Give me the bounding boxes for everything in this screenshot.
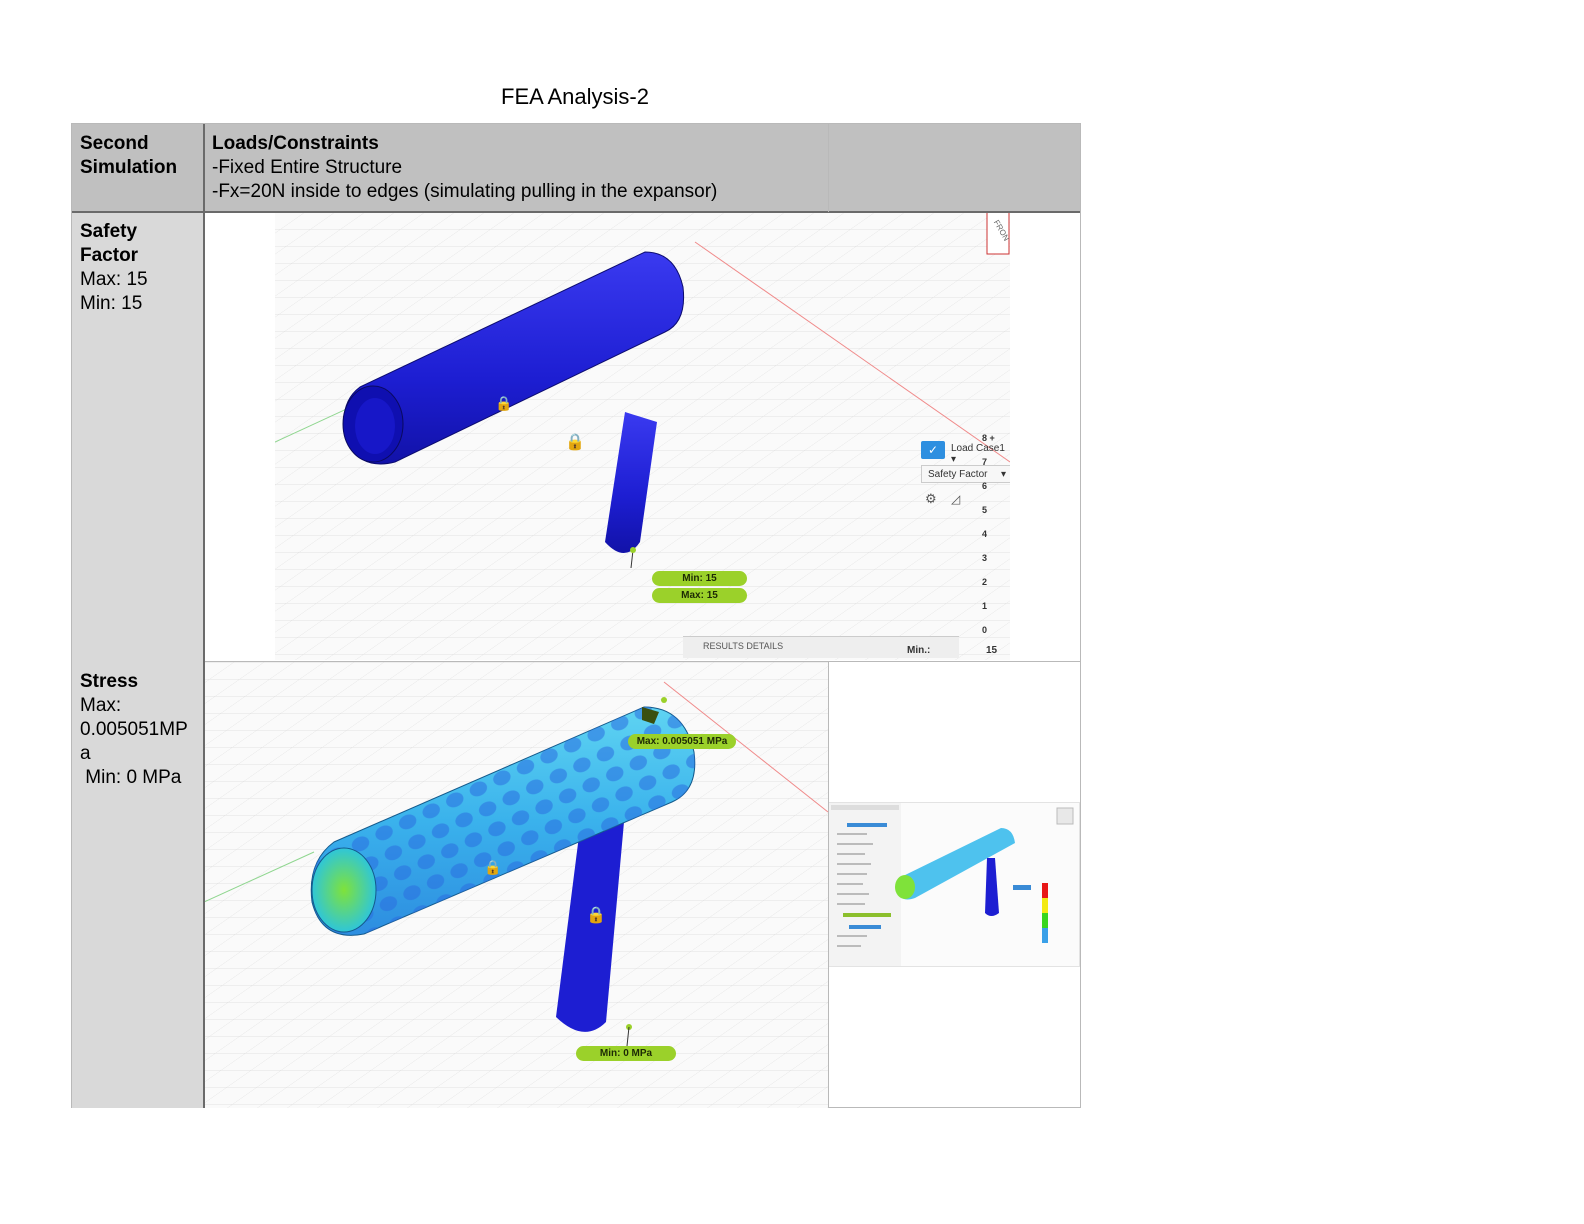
leg-body [556, 812, 624, 1032]
legend-tick: 5 [982, 505, 988, 515]
legend-tick: 4 [982, 529, 988, 539]
stress-label-cell: Stress Max: 0.005051MP a Min: 0 MPa [72, 662, 204, 1108]
result-type-select[interactable]: Safety Factor ▾ [921, 465, 1010, 483]
lock-icon-2: 🔒 [495, 395, 512, 412]
header-divider [72, 211, 1080, 213]
loads-line-2: -Fx=20N inside to edges (simulating pull… [212, 181, 718, 202]
load-case-checkbox[interactable]: ✓ [921, 441, 945, 459]
legend-ticks: 8 + 7 6 5 4 3 2 1 0 [982, 433, 1022, 653]
footer-min-label: Min.: [907, 645, 931, 656]
stress-thumbnail [828, 802, 1080, 967]
stress-viewport: 🔒 🔒 [204, 662, 828, 1108]
y-axis-line [204, 851, 315, 903]
probe-triangle-icon[interactable]: ◿ [951, 492, 961, 506]
stress-max-label: Max: [80, 695, 122, 716]
header-cell-loads: Loads/Constraints -Fixed Entire Structur… [204, 124, 828, 212]
stress-min: Min: 0 MPa [80, 767, 182, 788]
document-title: FEA Analysis-2 [501, 84, 649, 109]
stress-render: 🔒 🔒 Max: 0.005051 MPa Min: 0 MPa [204, 662, 828, 1108]
safety-factor-label-cell: Safety Factor Max: 15 Min: 15 [72, 212, 204, 662]
safety-title-1: Safety [80, 221, 138, 242]
gear-icon[interactable]: ⚙ [925, 491, 937, 506]
lock-icon: 🔒 [586, 906, 606, 924]
grid-floor [204, 662, 828, 1108]
lock-icon: 🔒 [565, 433, 585, 451]
stress-pattern [311, 707, 695, 936]
tube-inner [355, 398, 395, 454]
stress-probe-max: Max: 0.005051 MPa [628, 734, 736, 749]
legend-tick: 6 [982, 481, 988, 491]
x-axis-line [694, 241, 1010, 463]
x-axis-line [663, 681, 828, 813]
stress-probe-min: Min: 0 MPa [576, 1046, 676, 1061]
header-cell-simulation: Second Simulation [72, 124, 204, 212]
leg-body [605, 412, 657, 553]
safety-max: Max: 15 [80, 269, 148, 290]
load-case-select[interactable]: Load Case1 ▾ [951, 443, 1005, 465]
tube-opening [311, 847, 377, 933]
row-divider [204, 661, 1080, 662]
header-simulation-label: Second Simulation [80, 133, 178, 178]
legend-tick: 2 [982, 577, 988, 587]
legend-tick: 7 [982, 457, 988, 467]
max-region [642, 707, 659, 724]
header-col3-divider [828, 124, 829, 212]
legend-tick: 0 [982, 625, 988, 635]
stress-max-value-1: 0.005051MP [80, 719, 188, 740]
result-type-label: Safety Factor [928, 469, 988, 480]
safety-min: Min: 15 [80, 293, 143, 314]
label-column-divider [203, 124, 205, 1108]
legend-tick: 8 + [982, 433, 995, 443]
legend-tick: 1 [982, 601, 988, 611]
view-cube[interactable] [986, 212, 1010, 255]
legend-tick: 3 [982, 553, 988, 563]
safety-probe-min: Min: 15 [652, 571, 747, 586]
results-details-bar[interactable]: RESULTS DETAILS [683, 636, 959, 658]
stress-max-value-2: a [80, 743, 91, 764]
lock-icon-2: 🔒 [484, 859, 501, 876]
safety-title-2: Factor [80, 245, 139, 266]
footer-min-value: 15 [986, 645, 998, 656]
safety-probe-max: Max: 15 [652, 588, 747, 603]
stress-col3-divider [828, 662, 829, 1108]
results-details-label: RESULTS DETAILS [703, 641, 784, 651]
chevron-down-icon: ▾ [1000, 469, 1006, 480]
thumbnail-view [829, 803, 1074, 966]
fea-table: Second Simulation Loads/Constraints -Fix… [71, 123, 1081, 1108]
safety-factor-viewport: 🔒 🔒 [275, 212, 1010, 660]
loads-constraints-heading: Loads/Constraints [212, 133, 379, 154]
loads-line-1: -Fixed Entire Structure [212, 157, 403, 178]
load-case-label: Load Case1 [951, 443, 1005, 454]
safety-factor-render: 🔒 🔒 FRON Min: 15 Max: 15 ✓ Load Case1 ▾ … [275, 212, 1010, 660]
header-cell-empty [828, 124, 1080, 212]
stress-title: Stress [80, 671, 139, 692]
